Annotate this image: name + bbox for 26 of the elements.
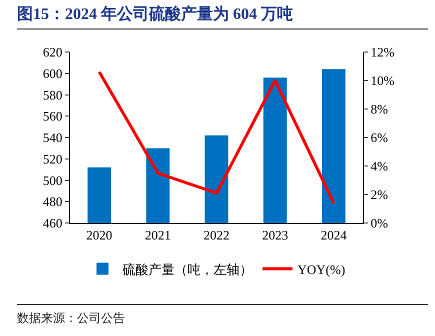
x-tick-label: 2021 — [144, 228, 171, 243]
x-tick-label: 2022 — [204, 228, 230, 243]
y-tick-label: 540 — [42, 130, 62, 146]
legend-label: YOY(%) — [298, 262, 346, 277]
y-tick-label: 620 — [42, 44, 62, 60]
y2-tick-label: 12% — [370, 44, 395, 60]
y-tick-label: 500 — [42, 172, 62, 188]
source-note: 数据来源：公司公告 — [17, 310, 125, 327]
line-series — [98, 70, 336, 205]
y-tick-label: 560 — [42, 108, 62, 124]
y-tick-label: 600 — [42, 66, 62, 81]
y2-tick-label: 0% — [370, 216, 388, 231]
legend-label: 硫酸产量（吨，左轴） — [122, 262, 252, 277]
chart-title: 图15：2024 年公司硫酸产量为 604 万吨 — [17, 4, 293, 25]
y-tick-label: 520 — [42, 151, 62, 166]
y-tick-label: 460 — [42, 216, 62, 231]
y-tick-label: 580 — [42, 87, 62, 102]
x-tick-label: 2020 — [86, 228, 112, 243]
y2-tick-label: 4% — [370, 158, 388, 174]
y2-tick-label: 2% — [370, 187, 388, 202]
x-tick-label: 2023 — [262, 228, 288, 243]
x-tick-label: 2024 — [320, 228, 348, 243]
y2-tick-label: 8% — [370, 102, 388, 117]
y2-tick-label: 6% — [370, 130, 388, 146]
y-tick-label: 480 — [42, 194, 62, 210]
y2-tick-label: 10% — [370, 73, 395, 88]
